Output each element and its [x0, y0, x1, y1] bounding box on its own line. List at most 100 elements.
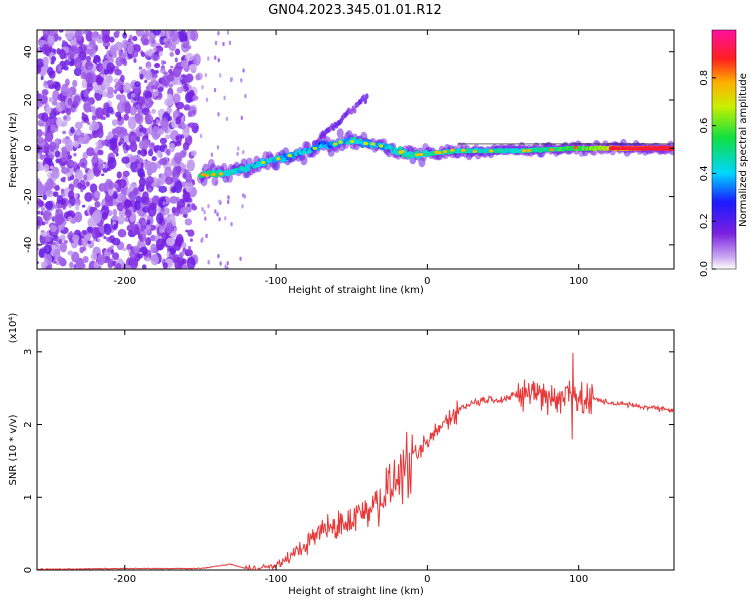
noise-speckle	[81, 30, 86, 35]
noise-speckle	[59, 242, 68, 253]
noise-speckle	[144, 91, 153, 99]
noise-speckle	[201, 206, 204, 212]
noise-speckle	[131, 264, 136, 269]
noise-speckle	[159, 144, 165, 153]
noise-speckle	[44, 130, 54, 143]
noise-speckle	[68, 204, 72, 209]
ridge-hotspot	[442, 150, 448, 154]
noise-speckle	[101, 182, 110, 192]
noise-speckle	[147, 187, 152, 193]
noise-speckle	[102, 78, 111, 90]
noise-speckle	[41, 43, 50, 55]
noise-speckle	[64, 59, 70, 66]
noise-speckle	[101, 211, 109, 220]
noise-speckle	[161, 140, 166, 145]
noise-speckle	[181, 56, 185, 61]
x-tick-label: 0	[424, 276, 430, 287]
noise-speckle	[207, 260, 210, 265]
noise-speckle	[143, 229, 150, 235]
noise-speckle	[153, 63, 161, 69]
noise-speckle	[144, 114, 154, 125]
figure-title: GN04.2023.345.01.01.R12	[268, 3, 442, 18]
noise-speckle	[217, 253, 220, 259]
noise-speckle	[182, 263, 188, 269]
noise-speckle	[106, 62, 115, 73]
noise-speckle	[81, 135, 90, 145]
noise-speckle	[165, 134, 171, 140]
noise-speckle	[164, 97, 174, 107]
noise-speckle	[168, 142, 176, 153]
noise-speckle	[81, 238, 89, 248]
noise-speckle	[207, 56, 210, 61]
noise-speckle	[218, 217, 221, 222]
noise-speckle	[137, 234, 143, 240]
x-tick-label: 0	[424, 574, 430, 585]
noise-speckle	[243, 194, 246, 199]
noise-speckle	[87, 48, 94, 56]
noise-speckle	[153, 90, 159, 97]
noise-speckle	[160, 31, 165, 37]
noise-speckle	[122, 170, 130, 177]
noise-speckle	[151, 108, 156, 114]
noise-speckle	[146, 256, 150, 262]
noise-speckle	[97, 128, 104, 139]
ridge-hotspot	[461, 148, 466, 152]
noise-speckle	[105, 255, 109, 260]
colorbar-gradient	[711, 29, 737, 270]
noise-speckle	[205, 233, 208, 239]
noise-speckle	[216, 212, 219, 217]
noise-speckle	[112, 208, 118, 217]
noise-speckle	[165, 148, 171, 156]
noise-speckle	[64, 240, 68, 244]
noise-speckle	[82, 151, 88, 160]
y-tick-label: -40	[23, 237, 34, 253]
noise-speckle	[134, 88, 141, 95]
noise-speckle	[147, 81, 153, 87]
noise-speckle	[157, 206, 161, 213]
noise-speckle	[131, 50, 139, 58]
noise-speckle	[162, 60, 167, 65]
noise-speckle	[72, 234, 80, 243]
noise-speckle	[39, 234, 43, 239]
noise-speckle	[65, 30, 75, 41]
snr-ticks: -200 -100 0 100 0 1 2 3	[23, 330, 674, 585]
noise-speckle	[122, 43, 128, 50]
noise-speckle	[242, 68, 245, 73]
noise-speckle	[63, 115, 67, 120]
noise-speckle	[173, 152, 183, 164]
noise-speckle	[73, 140, 80, 148]
noise-speckle	[125, 209, 132, 218]
noise-speckle	[109, 47, 117, 56]
snr-ylabel: SNR (10 * v/v)	[8, 414, 19, 485]
noise-speckle	[42, 56, 49, 67]
ridge-hotspot	[204, 173, 210, 178]
noise-speckle	[94, 201, 101, 208]
noise-speckle	[90, 121, 100, 131]
noise-speckle	[141, 251, 147, 256]
noise-speckle	[183, 39, 190, 49]
noise-speckle	[152, 30, 162, 36]
ridge-branch	[352, 107, 357, 114]
noise-speckle	[193, 125, 199, 130]
noise-speckle	[61, 156, 67, 163]
noise-speckle	[88, 41, 97, 49]
noise-speckle	[62, 203, 67, 210]
ridge-hotspot	[549, 148, 554, 152]
noise-speckle	[67, 250, 74, 256]
noise-speckle	[37, 129, 43, 138]
noise-speckle	[70, 126, 75, 134]
noise-speckle	[84, 192, 93, 202]
noise-speckle	[127, 264, 132, 269]
noise-speckle	[170, 65, 174, 69]
noise-speckle	[43, 181, 52, 191]
noise-speckle	[94, 190, 101, 198]
noise-speckle	[118, 178, 127, 188]
colorbar-ticks: 0.0 0.2 0.4 0.6 0.8	[699, 70, 716, 277]
noise-speckle	[52, 191, 59, 198]
noise-speckle	[239, 256, 242, 261]
noise-speckle	[157, 87, 164, 92]
noise-speckle	[185, 52, 194, 62]
ridge-hotspot	[276, 157, 281, 161]
noise-speckle	[116, 202, 125, 212]
